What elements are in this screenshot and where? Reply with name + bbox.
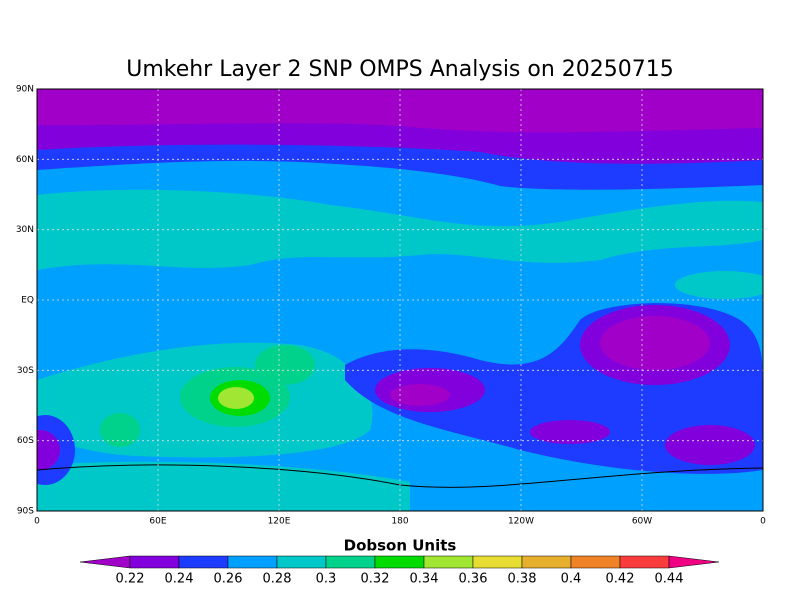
lat-label: 90S [17, 507, 34, 517]
lon-label: 120W [508, 517, 534, 527]
lon-label: 0 [34, 517, 40, 527]
colorbar: 0.22 0.24 0.26 0.28 0.3 0.32 0.34 0.36 0.38 0.4 0.… [79, 555, 720, 587]
colorbar-segment [423, 555, 474, 569]
colorbar-segment [276, 555, 327, 569]
colorbar-segment [521, 555, 572, 569]
contour-fill [390, 384, 450, 406]
lat-label: 60N [16, 155, 34, 165]
contour-fill [675, 271, 763, 299]
colorbar-label: 0.22 [116, 572, 145, 587]
lat-label: 30N [16, 225, 34, 235]
contour-fill [530, 420, 610, 444]
lon-label: 120E [268, 517, 291, 527]
colorbar-segment [325, 555, 376, 569]
colorbar-label: 0.28 [263, 572, 292, 587]
colorbar-segment [374, 555, 425, 569]
lat-label: 90N [16, 85, 34, 95]
colorbar-label: 0.44 [655, 572, 684, 587]
colorbar-segment [472, 555, 523, 569]
contour-fill [695, 204, 763, 240]
contour-fill [37, 461, 410, 511]
lat-label: 30S [17, 366, 34, 376]
colorbar-segment [129, 555, 180, 569]
colorbar-label: 0.42 [606, 572, 635, 587]
contour-fill [37, 430, 60, 470]
colorbar-segment [570, 555, 621, 569]
contour-fill [100, 413, 140, 447]
colorbar-segment [227, 555, 278, 569]
map-frame [36, 88, 764, 512]
colorbar-label: 0.24 [165, 572, 194, 587]
colorbar-label: 0.4 [561, 572, 582, 587]
colorbar-label: 0.3 [316, 572, 337, 587]
contour-fill [600, 316, 710, 370]
contour-fill [665, 425, 755, 465]
lon-label: 60W [632, 517, 652, 527]
colorbar-label: 0.34 [410, 572, 439, 587]
grid [37, 89, 763, 511]
colorbar-title: Dobson Units [344, 537, 457, 555]
colorbar-segment [619, 555, 670, 569]
colorbar-label: 0.26 [214, 572, 243, 587]
lat-label: 60S [17, 436, 34, 446]
lon-label: 0 [760, 517, 766, 527]
colorbar-label: 0.38 [508, 572, 537, 587]
lon-label: 60E [149, 517, 166, 527]
colorbar-end [668, 555, 720, 569]
lat-label: EQ [21, 296, 34, 306]
contour-fill [218, 387, 254, 409]
map-title: Umkehr Layer 2 SNP OMPS Analysis on 2025… [126, 57, 674, 82]
colorbar-label: 0.32 [361, 572, 390, 587]
lon-label: 180 [391, 517, 408, 527]
colorbar-label: 0.36 [459, 572, 488, 587]
colorbar-end [79, 555, 131, 569]
colorbar-segment [178, 555, 229, 569]
